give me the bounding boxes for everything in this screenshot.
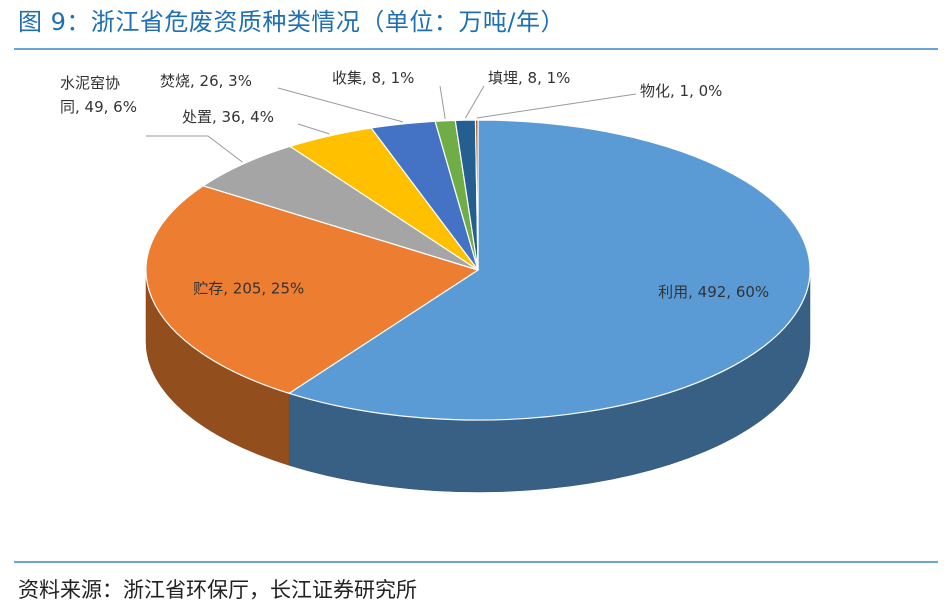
data-label-填埋: 填埋, 8, 1%: [488, 69, 570, 87]
leader-line-处置: [297, 123, 330, 135]
data-label-处置: 处置, 36, 4%: [182, 108, 274, 126]
pie-chart: 利用, 492, 60% 贮存, 205, 25% 水泥窑协同, 49, 6% 处置,…: [60, 69, 811, 493]
pie-slice-水泥窑协同: [201, 145, 479, 271]
data-label-收集: 收集, 8, 1%: [332, 69, 414, 87]
leader-line-焚烧: [277, 87, 403, 123]
pie-slice-物化: [474, 119, 479, 271]
data-label-焚烧: 焚烧, 26, 3%: [160, 72, 252, 90]
data-label-物化: 物化, 1, 0%: [640, 82, 722, 100]
source-note: 资料来源：浙江省环保厅，长江证券研究所: [18, 578, 417, 602]
leader-line-水泥窑协同: [146, 135, 243, 163]
leader-line-物化: [476, 93, 637, 119]
pie-slice-利用: [287, 119, 811, 421]
title-divider: [14, 48, 938, 50]
pie-slice-贮存: [145, 185, 480, 394]
data-labels: 利用, 492, 60% 贮存, 205, 25% 水泥窑协同, 49, 6% 处置,…: [60, 69, 769, 301]
pie-slices: [145, 119, 811, 421]
chart-title: 图 9：浙江省危废资质种类情况（单位：万吨/年）: [18, 8, 565, 36]
data-label-水泥窑协同: 水泥窑协同, 49, 6%: [60, 74, 137, 116]
leader-line-收集: [439, 85, 446, 119]
leader-lines: [146, 85, 637, 163]
data-label-贮存: 贮存, 205, 25%: [193, 279, 304, 297]
source-divider: [14, 561, 938, 563]
data-label-利用: 利用, 492, 60%: [658, 283, 769, 301]
leader-line-填埋: [464, 85, 485, 119]
